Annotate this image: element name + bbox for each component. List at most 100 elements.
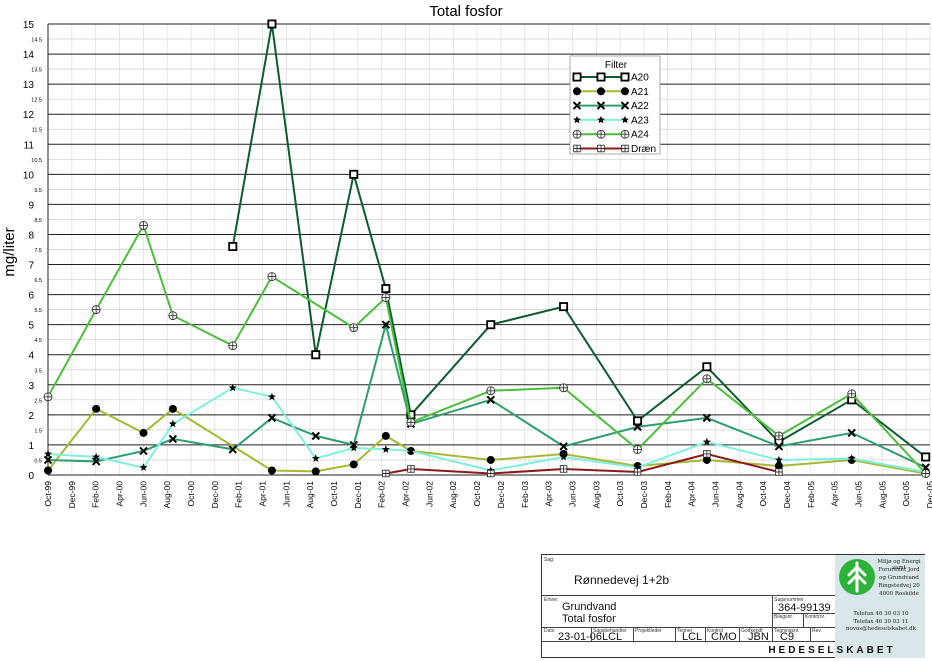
data-point-marker bbox=[168, 404, 177, 413]
data-point-cross bbox=[381, 293, 390, 302]
y-minor-tick-label: 3.5 bbox=[34, 368, 42, 374]
data-point-cross bbox=[559, 383, 568, 392]
x-tick-label: Aug-03 bbox=[591, 481, 601, 509]
kontor-label: Kontornr. bbox=[805, 614, 826, 620]
x-tick-label: Dec-99 bbox=[67, 481, 77, 509]
y-minor-tick-label: 11.5 bbox=[32, 128, 42, 134]
y-minor-tick-label: 0.5 bbox=[34, 458, 42, 464]
data-point-marker bbox=[267, 466, 276, 475]
data-point-marker bbox=[267, 392, 276, 401]
data-point-marker bbox=[702, 362, 712, 372]
emne-line2: Total fosfor bbox=[562, 613, 616, 625]
x-tick-label: Aug-00 bbox=[162, 481, 172, 509]
y-tick-label: 3 bbox=[28, 381, 34, 392]
data-point-cross bbox=[621, 145, 629, 152]
data-point-marker bbox=[702, 437, 711, 446]
x-tick-label: Dec-05 bbox=[925, 481, 932, 509]
data-point-marker bbox=[381, 320, 391, 329]
kontrol-label: Kontrol bbox=[707, 628, 723, 634]
data-point-cross bbox=[168, 311, 177, 320]
godkendt-label: Godkendt bbox=[741, 628, 763, 634]
data-point-marker bbox=[91, 457, 101, 466]
data-point-marker bbox=[381, 284, 391, 294]
data-point-marker bbox=[921, 452, 931, 462]
logo-line-1: Miljø og Energi samt bbox=[877, 559, 921, 571]
data-point-cross bbox=[621, 130, 629, 139]
series-a22 bbox=[43, 320, 930, 472]
x-tick-label: Apr-01 bbox=[258, 481, 268, 507]
data-point-marker bbox=[573, 115, 581, 124]
y-tick-label: 5 bbox=[28, 321, 34, 332]
x-axis-ticks: Oct-99 Dec-99 Feb-00 Apr-00 Jun-00 Aug-00 Oct-… bbox=[43, 481, 932, 509]
data-point-marker bbox=[92, 404, 101, 413]
legend: Filter A20 A21 A22 A23 A24 Dræn bbox=[569, 55, 661, 155]
data-point-marker bbox=[847, 454, 856, 462]
x-tick-label: Feb-01 bbox=[234, 481, 244, 508]
data-point-marker bbox=[228, 383, 237, 392]
bilag-label: Bilagsnr. bbox=[774, 614, 794, 620]
data-point-cross bbox=[407, 465, 415, 473]
data-point-marker bbox=[381, 431, 390, 440]
y-minor-tick-label: 12.5 bbox=[31, 98, 42, 104]
projektleder-label: Projektleder bbox=[635, 628, 662, 634]
logo-line-3: og Grundvand bbox=[879, 575, 919, 581]
data-point-marker bbox=[139, 428, 148, 437]
y-minor-tick-label: 6.5 bbox=[34, 278, 42, 284]
data-point-cross bbox=[573, 145, 581, 152]
data-point-marker bbox=[573, 87, 581, 96]
data-point-marker bbox=[621, 87, 629, 96]
tegner-value: LCL bbox=[682, 631, 703, 643]
data-point-cross bbox=[406, 418, 415, 427]
data-point-marker bbox=[267, 413, 277, 423]
data-point-cross bbox=[597, 145, 605, 152]
data-point-cross bbox=[487, 470, 495, 477]
y-axis-label: mg/liter bbox=[1, 227, 18, 276]
y-minor-tick-label: 1.5 bbox=[34, 428, 42, 434]
y-tick-label: 4 bbox=[28, 351, 34, 362]
sagsbeh-label: Sagsbehandler bbox=[593, 628, 627, 634]
data-point-cross bbox=[634, 468, 641, 476]
rev-label: Rev. bbox=[812, 628, 822, 634]
data-point-marker bbox=[559, 302, 569, 312]
data-point-marker bbox=[228, 445, 237, 454]
legend-item: A23 bbox=[573, 115, 649, 126]
x-tick-label: Dec-01 bbox=[353, 481, 363, 509]
y-axis-ticks: 01234567891011121314150.51.52.53.54.55.5… bbox=[23, 20, 42, 482]
drawing-title-block: Sag: Rønnedevej 1+2b Emne: Grundvand Tot… bbox=[541, 554, 925, 658]
data-point-marker bbox=[702, 413, 712, 423]
y-tick-label: 1 bbox=[28, 441, 34, 452]
email: novos@hedeselskabet.dk bbox=[845, 626, 917, 632]
x-tick-label: Dec-04 bbox=[782, 481, 792, 509]
x-tick-label: Apr-02 bbox=[401, 481, 411, 507]
legend-item: A20 bbox=[572, 72, 649, 84]
x-tick-label: Oct-01 bbox=[329, 481, 339, 507]
company-logo-panel: Miljø og Energi samt Forurenet Jord og G… bbox=[835, 555, 925, 658]
data-point-marker bbox=[139, 463, 148, 471]
data-point-cross bbox=[921, 469, 930, 478]
sag-label: Sag: bbox=[544, 557, 555, 563]
series-layer bbox=[43, 19, 931, 478]
y-tick-label: 13 bbox=[23, 80, 35, 91]
legend-item: A22 bbox=[572, 101, 649, 112]
data-point-marker bbox=[620, 72, 630, 82]
y-minor-tick-label: 2.5 bbox=[34, 398, 42, 404]
data-point-cross bbox=[560, 465, 567, 473]
sagsnummer-label: Sagsnummer bbox=[774, 597, 804, 603]
company-name: HEDESELSKABET bbox=[768, 645, 896, 656]
data-point-marker bbox=[44, 466, 52, 475]
series-line bbox=[47, 320, 927, 469]
tegning-label: Tegningsnr. bbox=[774, 628, 800, 634]
data-point-marker bbox=[43, 455, 53, 465]
data-point-marker bbox=[349, 460, 358, 469]
y-minor-tick-label: 8.5 bbox=[34, 218, 42, 224]
series-a21 bbox=[44, 404, 930, 478]
x-tick-label: Oct-00 bbox=[186, 481, 196, 507]
x-tick-label: Jun-02 bbox=[424, 481, 434, 507]
y-minor-tick-label: 10.5 bbox=[31, 158, 42, 164]
x-tick-label: Jun-01 bbox=[281, 481, 291, 507]
data-point-cross bbox=[847, 389, 856, 398]
legend-label: A22 bbox=[631, 101, 649, 112]
logo-line-5: 4000 Roskilde bbox=[879, 591, 919, 597]
y-tick-label: 6 bbox=[28, 291, 34, 302]
data-point-cross bbox=[633, 445, 642, 454]
